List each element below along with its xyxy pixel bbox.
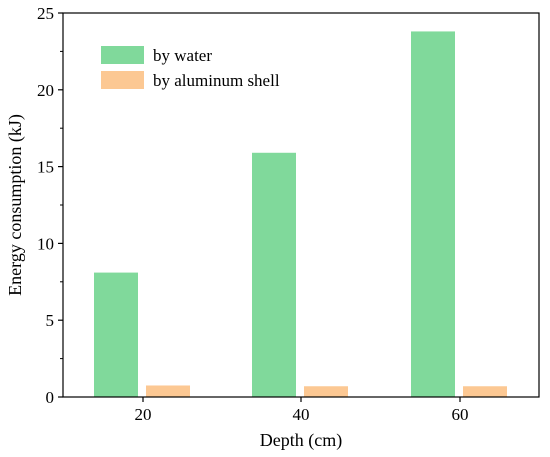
x-axis: 20 40 60 bbox=[135, 397, 469, 424]
y-tick-label: 15 bbox=[37, 158, 54, 177]
legend-label: by water bbox=[153, 46, 212, 65]
bar-water-20 bbox=[94, 272, 138, 397]
y-tick-label: 5 bbox=[46, 311, 55, 330]
bar-aluminum-shell-20 bbox=[146, 385, 190, 397]
x-tick-label: 20 bbox=[135, 405, 152, 424]
legend-swatch bbox=[101, 46, 144, 64]
y-tick-label: 20 bbox=[37, 81, 54, 100]
x-tick-label: 60 bbox=[452, 405, 469, 424]
legend-swatch bbox=[101, 71, 144, 89]
bar-aluminum-shell-40 bbox=[304, 386, 348, 397]
bars-group bbox=[94, 31, 507, 397]
y-tick-label: 10 bbox=[37, 234, 54, 253]
y-axis: 0 5 10 15 20 25 bbox=[37, 4, 63, 407]
bar-water-40 bbox=[252, 152, 296, 397]
y-axis-title: Energy consumption (kJ) bbox=[5, 114, 26, 296]
y-tick-label: 0 bbox=[46, 388, 55, 407]
y-tick-label: 25 bbox=[37, 4, 54, 23]
bar-water-60 bbox=[411, 31, 455, 397]
bar-aluminum-shell-60 bbox=[463, 386, 507, 397]
legend: by water by aluminum shell bbox=[101, 46, 280, 90]
x-axis-title: Depth (cm) bbox=[260, 430, 342, 451]
legend-label: by aluminum shell bbox=[153, 71, 280, 90]
x-tick-label: 40 bbox=[293, 405, 310, 424]
